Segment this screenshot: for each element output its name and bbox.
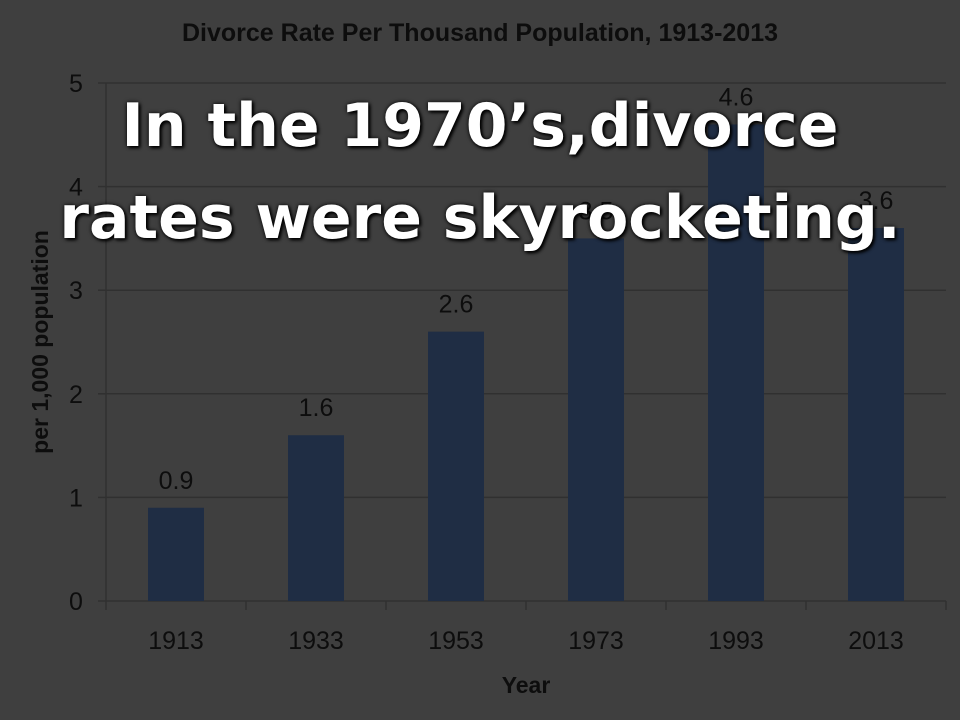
x-tick-label-2013: 2013 xyxy=(848,627,904,655)
x-tick-label-1933: 1933 xyxy=(288,627,344,655)
x-tick-label-1953: 1953 xyxy=(428,627,484,655)
data-label-1933: 1.6 xyxy=(299,394,334,422)
y-tick-label: 4 xyxy=(69,174,83,202)
data-label-1973: 3.5 xyxy=(579,197,614,225)
y-axis-title: per 1,000 population xyxy=(27,230,53,454)
y-tick-label: 1 xyxy=(69,484,83,512)
bar-1993 xyxy=(708,124,764,601)
data-label-1953: 2.6 xyxy=(439,291,474,319)
x-tick-label-1913: 1913 xyxy=(148,627,204,655)
bar-2013 xyxy=(848,228,904,602)
bar-1973 xyxy=(568,238,624,601)
data-label-1993: 4.6 xyxy=(719,83,754,111)
y-tick-label: 5 xyxy=(69,70,83,98)
bar-1953 xyxy=(428,331,484,601)
data-label-2013: 3.6 xyxy=(859,187,894,215)
x-axis-title: Year xyxy=(502,672,551,698)
data-label-1913: 0.9 xyxy=(159,467,194,495)
y-tick-label: 3 xyxy=(69,277,83,305)
overlay-line-1: In the 1970’s,divorce xyxy=(121,91,839,161)
x-tick-label-1973: 1973 xyxy=(568,627,624,655)
overlay-line-2: rates were skyrocketing. xyxy=(59,183,901,253)
bar-1933 xyxy=(288,435,344,601)
chart-title: Divorce Rate Per Thousand Population, 19… xyxy=(182,19,778,47)
overlay-caption: In the 1970’s,divorce rates were skyrock… xyxy=(0,80,960,264)
bar-1913 xyxy=(148,507,204,601)
y-tick-label: 0 xyxy=(69,588,83,616)
x-tick-label-1993: 1993 xyxy=(708,627,764,655)
y-tick-label: 2 xyxy=(69,381,83,409)
